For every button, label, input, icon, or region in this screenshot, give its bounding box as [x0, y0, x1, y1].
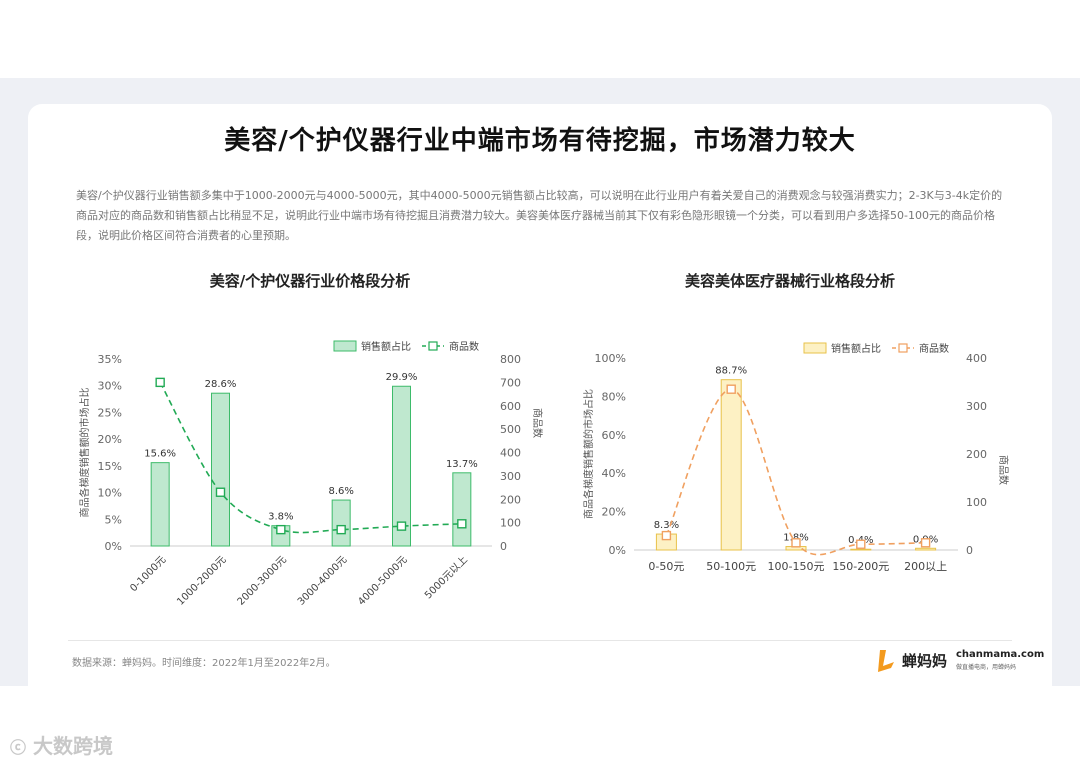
description-text: 美容/个护仪器行业销售额多集中于1000-2000元与4000-5000元，其中… — [76, 189, 1003, 242]
legend-label: 销售额占比 — [361, 340, 411, 353]
bar — [452, 472, 472, 547]
bar-data-label: 8.3% — [654, 520, 679, 531]
line-point-marker — [396, 521, 407, 531]
line-point-marker — [856, 539, 866, 549]
x-tick-label: 3000-4000元 — [296, 554, 349, 607]
x-tick-label: 0-50元 — [648, 560, 684, 573]
line-point-marker — [726, 384, 736, 394]
y-tick-label: 30% — [98, 380, 122, 393]
y2-tick-label: 200 — [500, 493, 521, 506]
line-point-marker — [336, 524, 346, 535]
legend-label: 商品数 — [449, 340, 479, 353]
bar-data-label: 3.8% — [268, 512, 293, 523]
bar — [211, 392, 230, 547]
y-tick-label: 20% — [98, 433, 122, 446]
chart1-title: 美容/个护仪器行业价格段分析 — [209, 272, 411, 290]
bar-data-label: 29.9% — [386, 372, 418, 383]
report-card — [28, 104, 1052, 686]
y-axis-title: 商品各梯度销售额的市场占比 — [78, 388, 91, 518]
x-tick-label: 100-150元 — [768, 560, 825, 573]
data-source-note: 数据来源：蝉妈妈。时间维度：2022年1月至2022年2月。 — [72, 658, 336, 669]
y2-tick-label: 400 — [966, 352, 987, 365]
legend-label: 销售额占比 — [831, 342, 881, 355]
y-tick-label: 15% — [98, 460, 122, 473]
line-point-marker — [457, 519, 467, 529]
y-tick-label: 80% — [602, 390, 626, 403]
y-tick-label: 10% — [98, 487, 122, 500]
line-point-marker — [155, 377, 165, 388]
y-tick-label: 40% — [602, 467, 626, 480]
y2-tick-label: 100 — [966, 496, 987, 509]
y2-axis-title: 商品数 — [531, 408, 544, 438]
watermark: ⓒ 大数跨境 — [10, 730, 113, 759]
x-tick-label: 4000-5000元 — [356, 554, 409, 607]
y2-tick-label: 400 — [500, 447, 521, 460]
line-point-marker — [661, 530, 672, 541]
footer-divider — [68, 640, 1012, 641]
y2-tick-label: 800 — [500, 353, 521, 366]
brand-name: 蝉妈妈 — [902, 652, 948, 670]
y-tick-label: 35% — [98, 353, 122, 366]
y2-tick-label: 0 — [500, 540, 507, 553]
y2-tick-label: 100 — [500, 517, 521, 530]
line-point-marker — [215, 487, 226, 497]
chanmama-logo-icon — [878, 650, 894, 672]
x-tick-label: 2000-3000元 — [236, 554, 289, 607]
x-tick-label: 5000元以上 — [422, 554, 470, 602]
page-title: 美容/个护仪器行业中端市场有待挖掘，市场潜力较大 — [224, 126, 856, 156]
product-count-line — [159, 381, 462, 534]
bar — [150, 462, 170, 547]
bar-data-label: 28.6% — [205, 379, 237, 390]
x-tick-label: 50-100元 — [706, 560, 756, 573]
legend-line-marker — [898, 343, 908, 353]
y-tick-label: 20% — [602, 506, 626, 519]
chart1-price-segment-chart: 0% 5% 10% 15% 20% 25% 30% 35% 0 100 200 300 400 500 60… — [78, 340, 544, 608]
bar-data-label: 13.7% — [446, 459, 478, 470]
product-count-line — [665, 388, 926, 556]
bar — [720, 379, 742, 551]
bar — [331, 499, 351, 547]
y2-tick-label: 500 — [500, 423, 521, 436]
y2-axis-title: 商品数 — [997, 455, 1010, 485]
x-tick-label: 0-1000元 — [128, 554, 168, 594]
y2-tick-label: 300 — [966, 400, 987, 413]
watermark-logo-icon: ⓒ — [10, 738, 27, 757]
legend-label: 商品数 — [919, 342, 949, 355]
y-tick-label: 0% — [105, 540, 122, 553]
brand-site: chanmama.com — [956, 649, 1045, 660]
bar-data-label: 8.6% — [328, 486, 353, 497]
y-tick-label: 100% — [595, 352, 626, 365]
y-tick-label: 60% — [602, 429, 626, 442]
x-tick-label: 200以上 — [904, 560, 947, 573]
bar-data-label: 1.8% — [783, 533, 808, 544]
y-tick-label: 25% — [98, 406, 122, 419]
x-tick-label: 1000-2000元 — [175, 554, 228, 607]
line-point-marker — [276, 524, 286, 535]
legend-bar-swatch — [803, 342, 827, 354]
x-tick-label: 150-200元 — [832, 560, 889, 573]
y-tick-label: 5% — [105, 513, 122, 526]
watermark-text: 大数跨境 — [32, 734, 113, 758]
bar-data-label: 15.6% — [144, 449, 176, 460]
chart2-medical-device-chart: 0% 20% 40% 60% 80% 100% 0 100 200 300 400 商品各梯度销售额的… — [582, 342, 1010, 573]
y2-tick-label: 200 — [966, 448, 987, 461]
bar — [392, 385, 411, 547]
y2-tick-label: 300 — [500, 470, 521, 483]
y2-tick-label: 0 — [966, 544, 973, 557]
chart2-title: 美容美体医疗器械行业格段分析 — [684, 272, 895, 290]
legend-bar-swatch — [333, 340, 357, 352]
bar-data-label: 88.7% — [715, 366, 747, 377]
y2-tick-label: 700 — [500, 376, 521, 389]
line-point-marker — [791, 538, 801, 548]
y2-tick-label: 600 — [500, 400, 521, 413]
line-point-marker — [920, 538, 931, 548]
y-axis-title: 商品各梯度销售额的市场占比 — [582, 389, 595, 519]
bar — [850, 548, 872, 551]
brand-tagline: 做直播电商，用蝉妈妈 — [956, 664, 1017, 671]
legend-line-marker — [428, 341, 438, 351]
brand-logo: 蝉妈妈 chanmama.com 做直播电商，用蝉妈妈 — [876, 646, 1044, 676]
bar — [915, 547, 937, 551]
y-tick-label: 0% — [609, 544, 626, 557]
